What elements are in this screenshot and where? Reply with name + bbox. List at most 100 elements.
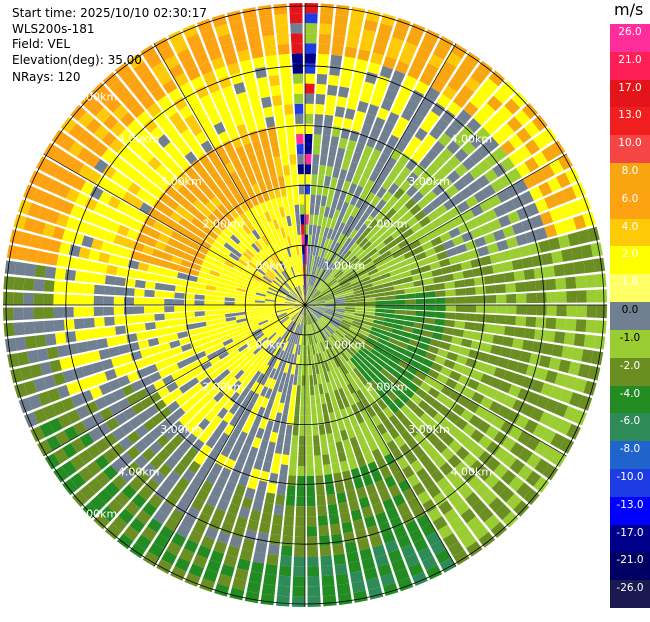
range-gate: [332, 35, 345, 46]
range-gate: [290, 164, 297, 175]
range-gate: [329, 146, 338, 157]
range-gate: [265, 116, 275, 127]
range-gate: [84, 307, 94, 317]
range-gate: [278, 576, 291, 587]
range-gate: [375, 297, 385, 301]
range-gate: [554, 264, 566, 276]
range-gate: [546, 305, 556, 316]
range-gate: [291, 33, 303, 43]
range-gate: [74, 319, 85, 330]
range-gate: [74, 295, 84, 305]
range-gate: [296, 215, 301, 225]
range-gate: [245, 305, 255, 308]
range-gate: [166, 277, 177, 285]
range-gate: [313, 134, 321, 145]
range-gate: [318, 175, 325, 186]
range-gate: [334, 554, 346, 566]
range-gate: [310, 194, 315, 204]
range-gate: [405, 293, 415, 299]
range-gate: [164, 292, 174, 299]
range-gate: [454, 321, 465, 329]
range-gate: [494, 274, 505, 284]
range-gate: [251, 47, 264, 59]
range-gate: [266, 554, 278, 565]
range-gate: [33, 293, 43, 305]
range-gate: [335, 15, 349, 27]
range-gate: [335, 106, 345, 118]
range-gate: [15, 262, 27, 276]
range-gate: [445, 289, 456, 296]
range-gate: [278, 135, 287, 146]
range-gate: [375, 301, 385, 305]
range-gate: [593, 258, 605, 272]
range-gate: [293, 577, 305, 587]
range-gate: [307, 526, 317, 536]
range-gate: [3, 308, 14, 321]
range-gate: [337, 96, 348, 108]
range-gate: [307, 556, 319, 566]
range-gate: [268, 544, 280, 555]
range-gate: [502, 337, 514, 348]
range-gate: [365, 305, 375, 308]
range-gate: [337, 492, 347, 504]
range-gate: [313, 144, 321, 155]
colorbar-tick-label: -10.0: [610, 471, 650, 483]
range-ring-label: 1.00km: [324, 260, 366, 273]
range-gate: [556, 305, 566, 316]
range-gate: [306, 436, 312, 446]
range-gate: [305, 164, 311, 174]
range-gate: [321, 196, 327, 207]
range-gate: [116, 335, 127, 345]
range-gate: [318, 44, 330, 55]
range-gate: [308, 245, 311, 255]
range-gate: [306, 446, 313, 456]
range-gate: [342, 159, 351, 171]
range-gate: [140, 348, 152, 358]
range-gate: [75, 330, 86, 341]
range-gate: [463, 269, 474, 278]
range-gate: [267, 441, 276, 452]
range-gate: [461, 261, 473, 270]
range-gate: [515, 316, 526, 326]
range-gate: [351, 7, 366, 19]
range-gate: [282, 196, 288, 207]
range-gate: [526, 305, 536, 315]
range-gate: [425, 311, 436, 317]
range-gate: [225, 302, 235, 306]
range-gate: [321, 444, 329, 455]
range-gate: [385, 296, 395, 301]
colorbar-tick-label: 13.0: [610, 109, 650, 121]
range-gate: [485, 285, 496, 294]
range-gate: [269, 534, 281, 545]
range-gate: [25, 336, 37, 349]
range-gate: [277, 484, 286, 495]
range-gate: [343, 532, 355, 544]
range-gate: [311, 174, 317, 185]
range-gate: [336, 5, 350, 17]
range-gate: [317, 495, 326, 506]
colorbar-tick-label: -4.0: [610, 388, 650, 400]
range-gate: [259, 522, 271, 534]
range-gate: [205, 290, 216, 295]
range-gate: [337, 583, 351, 595]
range-gate: [272, 422, 280, 433]
range-gate: [480, 256, 492, 266]
range-gate: [104, 286, 115, 295]
range-gate: [443, 327, 454, 335]
range-gate: [290, 395, 295, 406]
range-gate: [270, 432, 278, 443]
range-gate: [338, 593, 352, 605]
range-gate: [466, 296, 476, 304]
range-gate: [289, 3, 302, 14]
range-gate: [459, 347, 471, 357]
range-gate: [305, 154, 312, 164]
range-gate: [195, 289, 206, 295]
range-gate: [307, 576, 319, 587]
colorbar-tick-label: 10.0: [610, 137, 650, 149]
range-gate: [302, 245, 305, 255]
range-gate: [262, 584, 276, 596]
range-gate: [316, 94, 326, 105]
range-gate: [502, 261, 514, 272]
range-gate: [305, 335, 307, 345]
range-gate: [340, 512, 351, 524]
